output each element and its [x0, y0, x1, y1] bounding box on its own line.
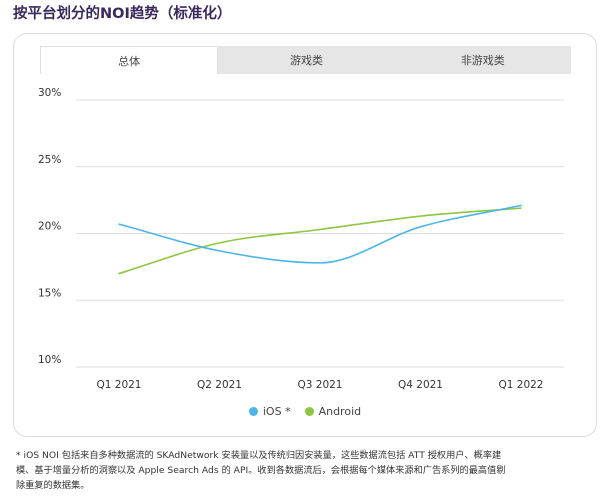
- line-chart: 10% 15% 20% 25% 30% Q1 2021 Q2 2021 Q3 2021 Q4 2…: [38, 87, 564, 391]
- x-tick-label: Q4 2021: [398, 379, 443, 391]
- footnote-line-2: 模、基于增量分析的洞察以及 Apple Search Ads 的 API。收到各…: [16, 465, 506, 476]
- legend-item-ios: iOS *: [248, 405, 291, 418]
- x-tick-label: Q1 2021: [96, 379, 141, 391]
- tab-non-gaming[interactable]: 非游戏类: [460, 54, 505, 67]
- footnote: * iOS NOI 包括来自多种数据流的 SKAdNetwork 安装量以及传统…: [16, 448, 596, 493]
- legend-label-ios: iOS *: [262, 405, 291, 418]
- chart-card: 总体 游戏类 非游戏类 10% 15% 20% 25% 30% Q1 2021 Q2 202…: [13, 33, 597, 437]
- footnote-line-1: * iOS NOI 包括来自多种数据流的 SKAdNetwork 安装量以及传统…: [16, 450, 502, 461]
- x-tick-label: Q1 2022: [498, 379, 543, 391]
- series-line-ios: [118, 204, 522, 264]
- page-title: 按平台划分的NOI趋势（标准化）: [13, 6, 232, 22]
- tab-bar: 总体 游戏类 非游戏类: [40, 46, 571, 74]
- ios-legend-dot-icon: [248, 407, 258, 416]
- x-tick-label: Q3 2021: [297, 379, 342, 391]
- y-tick-label: 20%: [38, 221, 61, 233]
- y-tick-label: 30%: [38, 87, 61, 99]
- android-legend-dot-icon: [304, 407, 314, 416]
- legend-label-android: Android: [318, 405, 362, 418]
- legend-item-android: Android: [304, 405, 362, 418]
- tab-overall[interactable]: 总体: [40, 46, 219, 74]
- tab-gaming[interactable]: 游戏类: [289, 54, 323, 67]
- y-tick-label: 15%: [38, 287, 61, 299]
- footnote-line-3: 除重复的数据集。: [16, 480, 90, 491]
- chart-legend: iOS * Android: [14, 405, 596, 418]
- x-tick-label: Q2 2021: [197, 379, 242, 391]
- y-tick-label: 10%: [38, 354, 61, 366]
- series-line-android: [118, 207, 522, 275]
- y-tick-label: 25%: [38, 154, 61, 166]
